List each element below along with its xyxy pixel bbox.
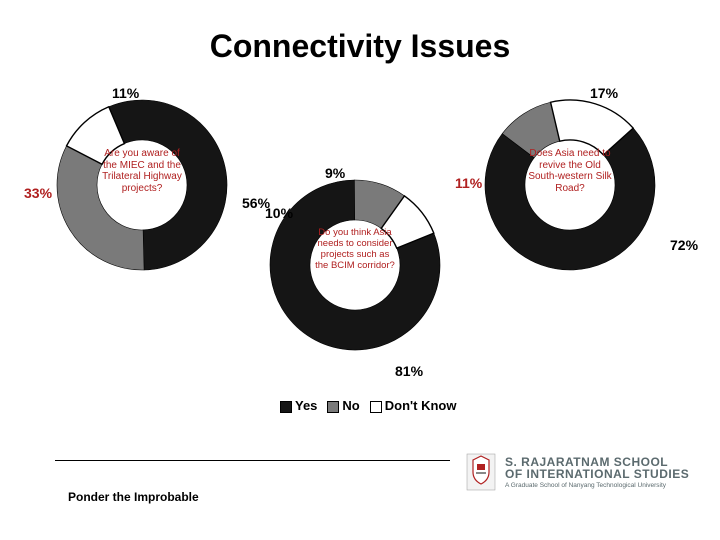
legend-item-dontknow: Don't Know	[370, 398, 457, 413]
donut-chart3: Does Asia need to revive the Old South-w…	[483, 98, 657, 272]
donut-chart2: Do you think Asia needs to consider proj…	[268, 178, 442, 352]
slice-label-yes: 81%	[395, 363, 423, 379]
legend-swatch-dontknow	[370, 401, 382, 413]
legend-item-yes: Yes	[280, 398, 317, 413]
school-line3: A Graduate School of Nanyang Technologic…	[505, 482, 689, 489]
legend-item-no: No	[327, 398, 359, 413]
slide-title-text: Connectivity Issues	[210, 28, 511, 64]
donut-center-text: Do you think Asia needs to consider proj…	[313, 228, 397, 272]
footer-tagline-text: Ponder the Improbable	[68, 490, 199, 504]
slice-label-dontknow: 11%	[112, 85, 139, 101]
school-line2: OF INTERNATIONAL STUDIES	[505, 468, 689, 480]
legend-swatch-yes	[280, 401, 292, 413]
legend-swatch-no	[327, 401, 339, 413]
donut-chart1: Are you aware of the MIEC and the Trilat…	[55, 98, 229, 272]
legend-label-dontknow: Don't Know	[385, 398, 457, 413]
slice-label-no: 33%	[24, 185, 52, 201]
donut-center-text: Does Asia need to revive the Old South-w…	[528, 148, 612, 194]
slice-label-dontknow: 9%	[325, 165, 345, 181]
slice-label-dontknow: 17%	[590, 85, 618, 101]
slice-label-no: 10%	[265, 205, 293, 221]
legend-label-yes: Yes	[295, 398, 317, 413]
donut-center-text: Are you aware of the MIEC and the Trilat…	[100, 148, 184, 194]
legend: Yes No Don't Know	[280, 398, 456, 413]
school-line1: S. RAJARATNAM SCHOOL	[505, 456, 689, 468]
school-text: S. RAJARATNAM SCHOOL OF INTERNATIONAL ST…	[505, 456, 689, 489]
slice-label-yes: 72%	[670, 237, 698, 253]
slice-label-no: 11%	[455, 175, 482, 191]
footer-divider	[55, 460, 450, 461]
slide-title: Connectivity Issues	[0, 28, 720, 65]
footer-tagline: Ponder the Improbable	[68, 490, 199, 504]
school-crest-icon	[465, 452, 497, 492]
legend-label-no: No	[342, 398, 359, 413]
school-logo-block: S. RAJARATNAM SCHOOL OF INTERNATIONAL ST…	[465, 452, 689, 492]
